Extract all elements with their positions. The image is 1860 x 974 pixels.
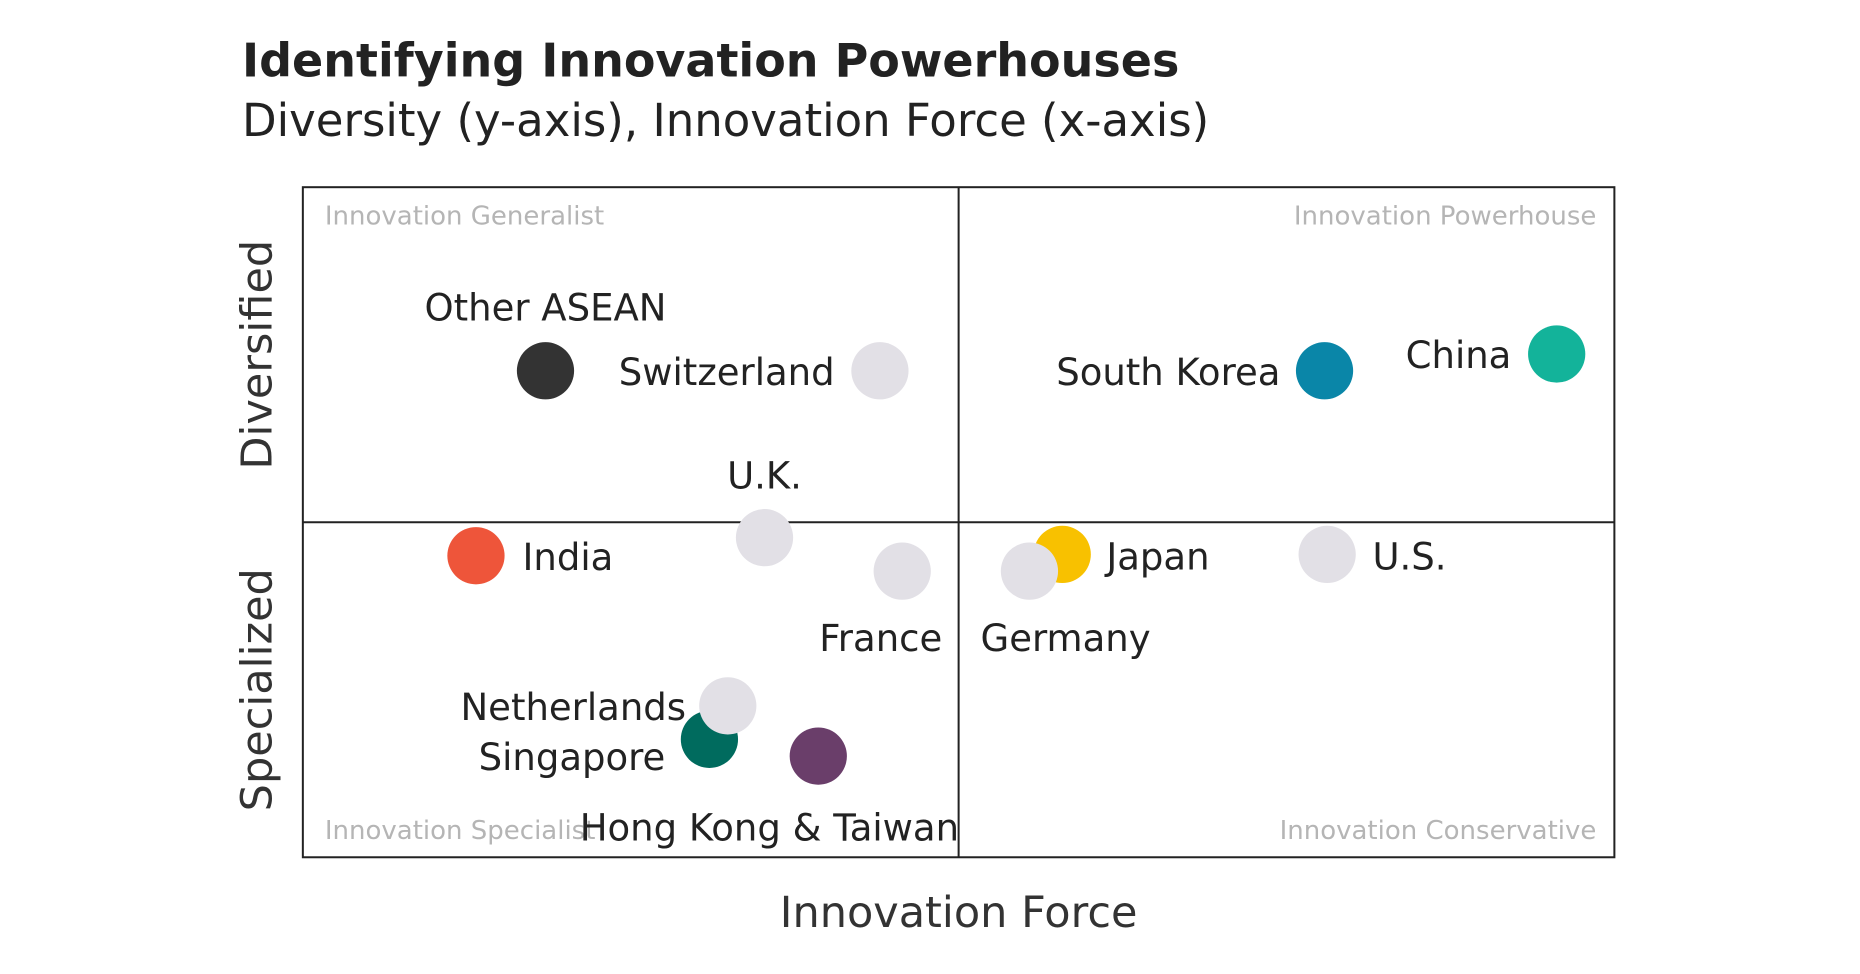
point-label: Hong Kong & Taiwan — [580, 807, 959, 850]
quadrant-label: Innovation Powerhouse — [1294, 202, 1596, 232]
point-label: Japan — [1104, 536, 1209, 579]
data-point — [447, 527, 505, 585]
data-point — [1298, 525, 1356, 584]
point-label: Singapore — [479, 736, 666, 779]
chart-subtitle: Diversity (y-axis), Innovation Force (x-… — [242, 94, 1209, 147]
point-label: U.S. — [1372, 536, 1446, 579]
x-axis-label: Innovation Force — [780, 888, 1138, 938]
data-point — [873, 542, 931, 600]
data-point — [699, 677, 757, 735]
data-point — [789, 727, 847, 785]
data-point — [1528, 325, 1586, 383]
point-label: Germany — [981, 617, 1151, 660]
data-point — [516, 342, 575, 400]
point-label: China — [1406, 334, 1512, 377]
y-axis-label: Specialized — [232, 568, 282, 811]
point-label: India — [522, 536, 613, 579]
chart-title: Identifying Innovation Powerhouses — [242, 34, 1179, 88]
y-axis-label: Diversified — [232, 240, 282, 470]
quadrant-label: Innovation Conservative — [1280, 816, 1597, 846]
point-label: Netherlands — [461, 686, 687, 729]
quadrant-label: Innovation Generalist — [325, 202, 604, 232]
data-point — [735, 509, 794, 567]
data-point — [1295, 342, 1354, 400]
data-point — [851, 342, 909, 400]
data-point — [1000, 542, 1059, 600]
point-label: U.K. — [727, 455, 802, 498]
point-label: Other ASEAN — [424, 286, 666, 329]
point-label: Switzerland — [619, 351, 835, 394]
point-label: France — [819, 617, 942, 660]
point-label: South Korea — [1056, 351, 1280, 394]
quadrant-label: Innovation Specialist — [325, 816, 596, 846]
